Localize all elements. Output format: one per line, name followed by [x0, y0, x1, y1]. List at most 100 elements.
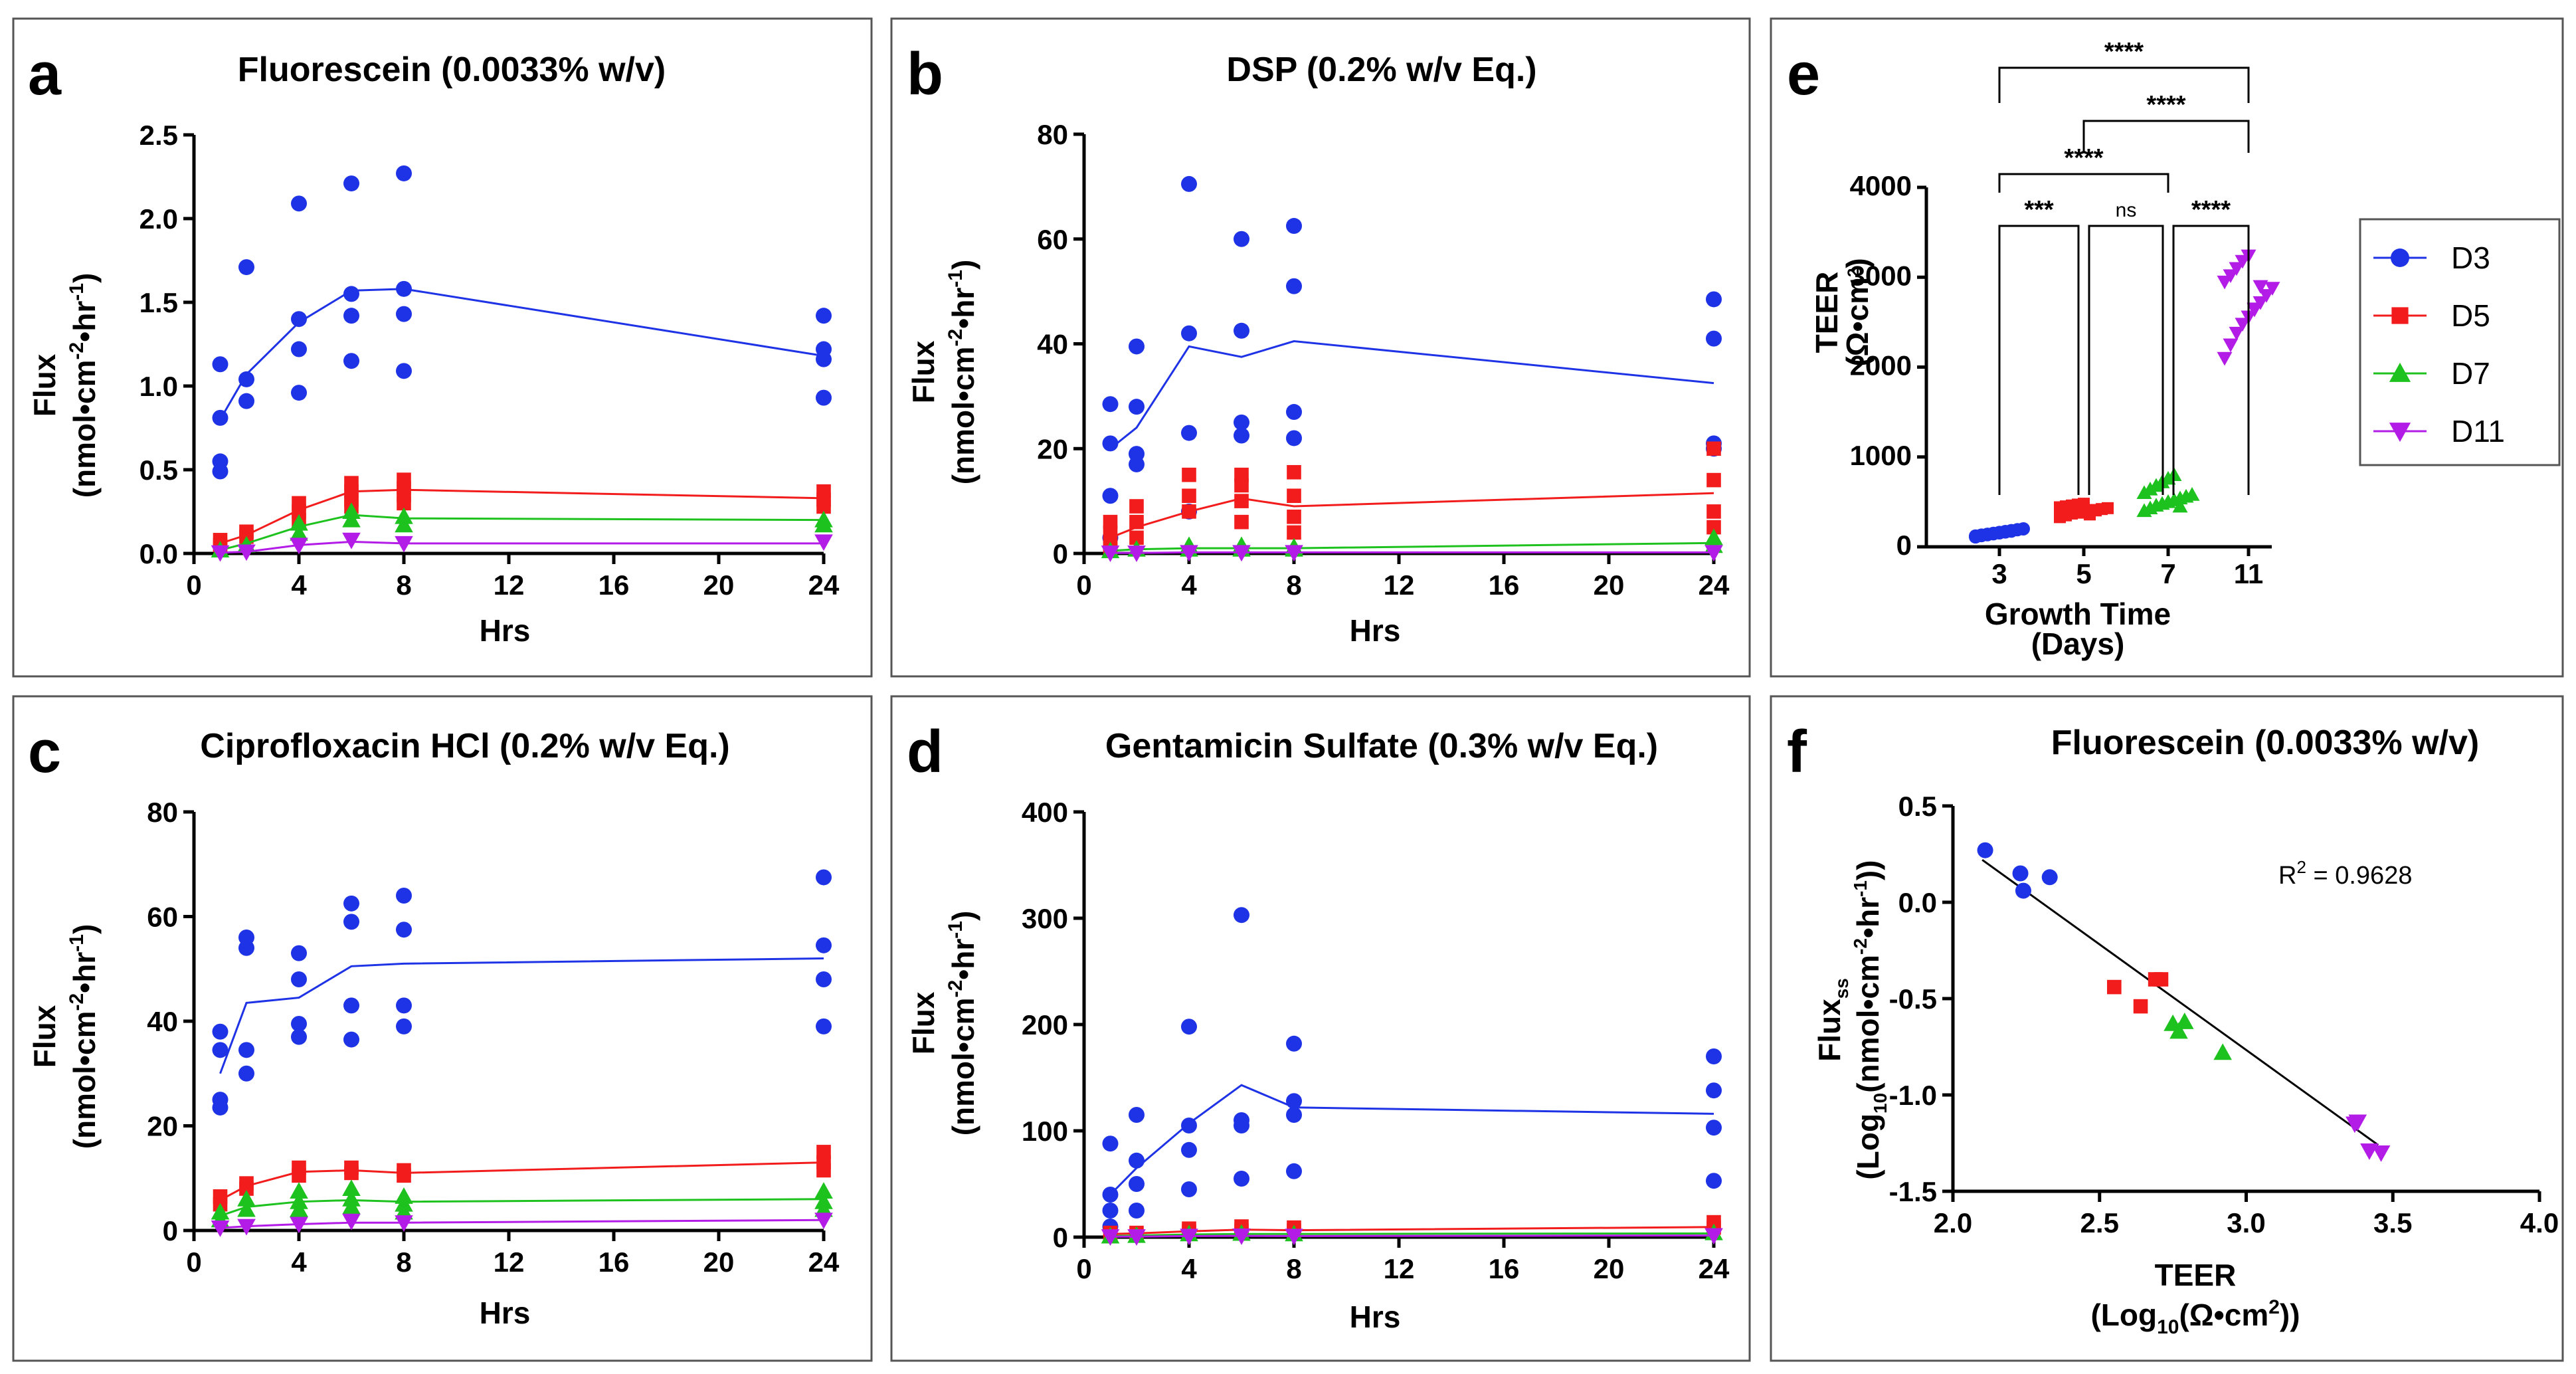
data-point-d3 [343, 1031, 359, 1048]
data-point-d3 [1706, 330, 1722, 347]
data-point-d11 [1704, 1228, 1723, 1245]
data-point-d3 [816, 1018, 832, 1034]
y-tick-label: 0 [163, 1215, 178, 1246]
data-point-d11 [211, 545, 230, 562]
mean-line-d3 [1109, 1084, 1714, 1196]
panel-a-title: Fluorescein (0.0033% w/v) [238, 50, 666, 89]
data-point-d11 [1285, 545, 1303, 562]
data-point-d3 [2005, 524, 2018, 538]
y-tick-label: 200 [1022, 1009, 1068, 1040]
data-point-d5 [1182, 504, 1196, 519]
y-tick-label: 400 [1022, 797, 1068, 828]
panel-a-letter: a [28, 41, 62, 108]
data-point-d7 [395, 507, 413, 524]
data-point-d7 [2213, 1043, 2232, 1060]
data-point-d11 [2217, 351, 2233, 366]
data-point-d5 [1234, 478, 1249, 493]
data-point-d3 [1102, 396, 1119, 413]
data-point-d3 [1181, 325, 1197, 342]
x-tick-label: 8 [396, 569, 411, 601]
data-point-d11 [342, 532, 361, 549]
data-point-d11 [1101, 545, 1120, 563]
data-point-d3 [1129, 1203, 1145, 1219]
data-point-d3 [1181, 425, 1197, 441]
data-point-d5 [2107, 979, 2122, 995]
x-tick-label: 8 [1286, 569, 1301, 601]
panel-d-ylabel-line1: Flux [906, 991, 941, 1054]
panel-d-letter: d [907, 719, 943, 785]
panel-b-letter: b [907, 41, 943, 108]
legend-label-d3: D3 [2451, 241, 2490, 275]
data-point-d3 [343, 353, 359, 369]
y-tick-label: -0.5 [1889, 983, 1937, 1015]
panel-b-ylabel-line1: Flux [906, 340, 941, 403]
data-point-d7 [395, 516, 413, 533]
data-point-d3 [396, 306, 412, 322]
panel-c-border [12, 695, 873, 1362]
data-point-d5 [1234, 494, 1249, 508]
data-point-d3 [1286, 1163, 1302, 1179]
data-point-d3 [1286, 278, 1302, 294]
data-point-d3 [816, 351, 832, 367]
data-point-d7 [342, 502, 361, 520]
data-point-d7 [290, 1200, 308, 1217]
data-point-d3 [291, 311, 307, 328]
data-point-d3 [396, 922, 412, 938]
data-point-d7 [237, 1189, 256, 1207]
y-tick-label: 300 [1022, 903, 1068, 934]
data-point-d3 [396, 888, 412, 904]
data-point-d3 [238, 1042, 254, 1058]
data-point-d3 [1286, 1093, 1302, 1110]
data-point-d3 [1181, 1118, 1197, 1133]
x-tick-label: 20 [1594, 1253, 1625, 1284]
data-point-d3 [212, 409, 229, 426]
x-tick-label: 16 [1489, 1253, 1520, 1284]
data-point-d11 [2235, 318, 2251, 332]
data-point-d3 [238, 259, 254, 276]
data-point-d5 [1706, 472, 1721, 488]
panel-f-border [1770, 695, 2564, 1362]
data-point-d7 [237, 1200, 256, 1217]
data-point-d3 [1706, 1048, 1722, 1064]
x-tick-label: 16 [1489, 569, 1520, 601]
data-point-d7 [342, 1179, 361, 1197]
data-point-d11 [2371, 1145, 2391, 1162]
panel-f-r2-annotation: R2 = 0.9628 [2278, 857, 2412, 890]
x-tick-label: 4 [291, 569, 307, 601]
x-tick-label: 16 [598, 569, 630, 601]
panel-f-title: Fluorescein (0.0033% w/v) [2051, 724, 2480, 762]
data-point-d5 [816, 1163, 831, 1178]
data-point-d3 [396, 165, 412, 181]
mean-line-d3 [1109, 340, 1714, 450]
y-tick-label: 0 [1053, 538, 1068, 569]
panel-e-letter: e [1787, 41, 1820, 108]
data-point-d11 [1180, 545, 1198, 562]
panel-d-chart: 0 100 200 300 400 0 4 8 12 16 20 24 [1022, 797, 1730, 1284]
data-point-d7 [2169, 1022, 2188, 1039]
data-point-d3 [1129, 1152, 1145, 1169]
panel-e-ylabel-line1: TEER [1809, 272, 1844, 353]
data-point-d3 [1286, 1107, 1302, 1123]
y-tick-label: 20 [1037, 433, 1068, 464]
data-point-d11 [2223, 269, 2239, 284]
x-tick-label: 2.5 [2080, 1207, 2119, 1238]
data-point-d11 [342, 1213, 361, 1230]
data-point-d3 [816, 389, 832, 406]
fit-line [1981, 858, 2379, 1146]
y-tick-label: 2000 [1850, 350, 1912, 381]
data-point-d3 [291, 945, 307, 961]
x-tick-label: 24 [1699, 1253, 1730, 1284]
data-point-d3 [816, 937, 832, 953]
x-tick-label: 3.5 [2373, 1207, 2412, 1238]
data-point-d11 [814, 534, 833, 551]
significance-bracket [2088, 225, 2164, 495]
y-tick-label: 0.5 [139, 454, 178, 486]
data-point-d11 [1127, 545, 1146, 563]
data-point-d7 [290, 514, 308, 531]
x-tick-label: 20 [1594, 569, 1625, 601]
data-point-d3 [1129, 338, 1145, 355]
significance-label: **** [2064, 144, 2103, 172]
data-point-d3 [1129, 456, 1145, 472]
data-point-d3 [1129, 399, 1145, 415]
